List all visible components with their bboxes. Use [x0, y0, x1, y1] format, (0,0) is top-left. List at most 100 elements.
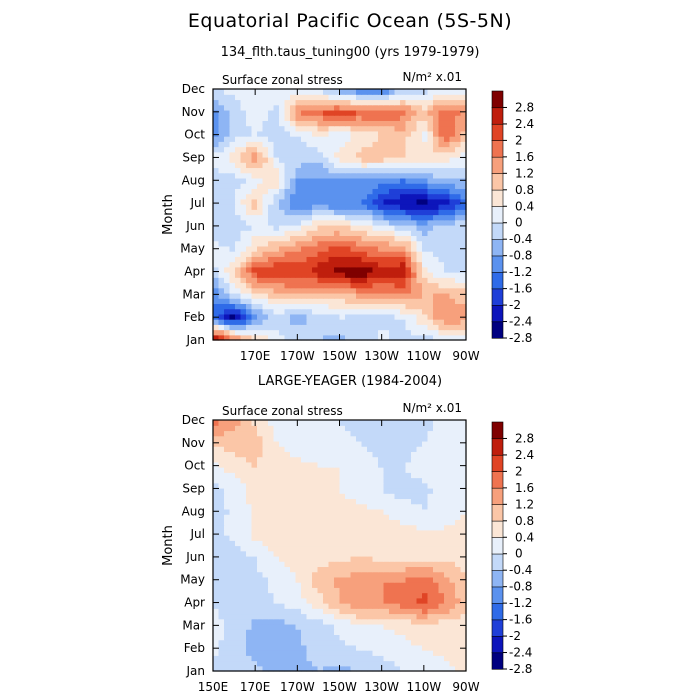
field-cell	[328, 313, 335, 320]
field-cell	[273, 198, 280, 205]
field-cell	[306, 272, 313, 278]
field-cell	[400, 435, 407, 442]
field-cell	[389, 109, 396, 116]
field-cell	[460, 665, 467, 672]
field-cell	[339, 130, 346, 137]
field-cell	[350, 644, 357, 651]
field-cell	[383, 603, 390, 609]
field-cell	[460, 235, 467, 242]
field-cell	[427, 650, 434, 656]
field-cell	[350, 451, 357, 458]
field-cell	[213, 608, 220, 615]
y-tick-label: Jan	[186, 664, 206, 678]
field-cell	[350, 477, 357, 484]
field-cell	[449, 644, 456, 651]
field-cell	[284, 245, 291, 252]
field-cell	[328, 177, 335, 184]
field-cell	[246, 115, 253, 121]
field-cell	[334, 214, 341, 221]
field-cell	[460, 324, 467, 331]
field-cell	[438, 198, 445, 205]
field-cell	[229, 303, 236, 310]
field-cell	[389, 498, 396, 505]
field-cell	[334, 319, 341, 325]
field-cell	[251, 104, 258, 111]
colorbar-label: 1.2	[515, 497, 534, 511]
field-cell	[416, 125, 423, 132]
field-cell	[213, 472, 220, 479]
field-cell	[251, 425, 258, 432]
field-cell	[455, 298, 462, 304]
field-cell	[449, 99, 456, 106]
field-cell	[312, 94, 319, 101]
field-cell	[438, 582, 445, 588]
field-cell	[235, 313, 242, 320]
field-cell	[356, 240, 363, 247]
field-cell	[218, 219, 225, 226]
field-cell	[405, 136, 412, 142]
field-cell	[279, 319, 286, 325]
field-cell	[394, 608, 401, 615]
colorbar-label: 0.8	[515, 183, 534, 197]
field-cell	[312, 287, 319, 294]
field-cell	[240, 540, 247, 547]
field-cell	[312, 639, 319, 646]
field-cell	[438, 639, 445, 646]
y-tick-label: Mar	[182, 287, 205, 301]
field-cell	[438, 130, 445, 137]
field-cell	[240, 456, 247, 463]
field-cell	[405, 634, 412, 641]
field-cell	[449, 261, 456, 268]
field-cell	[257, 514, 264, 520]
field-cell	[328, 493, 335, 500]
field-cell	[328, 130, 335, 137]
field-cell	[339, 561, 346, 568]
field-cell	[251, 319, 258, 325]
field-cell	[438, 493, 445, 500]
field-cell	[378, 493, 385, 500]
field-cell	[394, 109, 401, 116]
field-cell	[301, 287, 308, 294]
y-tick-label: Mar	[182, 618, 205, 632]
field-cell	[372, 177, 379, 184]
field-cell	[295, 334, 302, 341]
field-cell	[279, 498, 286, 505]
field-cell	[213, 282, 220, 289]
field-cell	[251, 440, 258, 447]
field-cell	[367, 156, 374, 163]
field-cell	[334, 597, 341, 604]
field-cell	[405, 608, 412, 615]
field-cell	[290, 540, 297, 547]
field-cell	[279, 545, 286, 552]
field-cell	[361, 446, 368, 452]
field-cell	[306, 561, 313, 568]
field-cell	[218, 156, 225, 163]
field-cell	[416, 456, 423, 463]
field-cell	[273, 440, 280, 447]
field-cell	[279, 629, 286, 635]
field-cell	[229, 487, 236, 494]
field-cell	[257, 613, 264, 620]
field-cell	[444, 172, 451, 179]
field-cell	[361, 420, 368, 426]
field-cell	[449, 251, 456, 257]
field-cell	[389, 545, 396, 552]
field-cell	[279, 146, 286, 153]
field-cell	[328, 587, 335, 594]
field-cell	[411, 482, 418, 489]
field-cell	[444, 109, 451, 116]
field-cell	[290, 644, 297, 651]
field-cell	[213, 587, 220, 594]
field-cell	[218, 266, 225, 273]
field-cell	[422, 204, 429, 210]
field-cell	[350, 146, 357, 153]
field-cell	[262, 219, 269, 226]
field-cell	[213, 529, 220, 536]
field-cell	[460, 183, 467, 189]
field-cell	[372, 561, 379, 568]
field-cell	[356, 493, 363, 500]
field-cell	[279, 251, 286, 257]
field-cell	[301, 472, 308, 479]
field-cell	[317, 555, 324, 562]
field-cell	[279, 487, 286, 494]
